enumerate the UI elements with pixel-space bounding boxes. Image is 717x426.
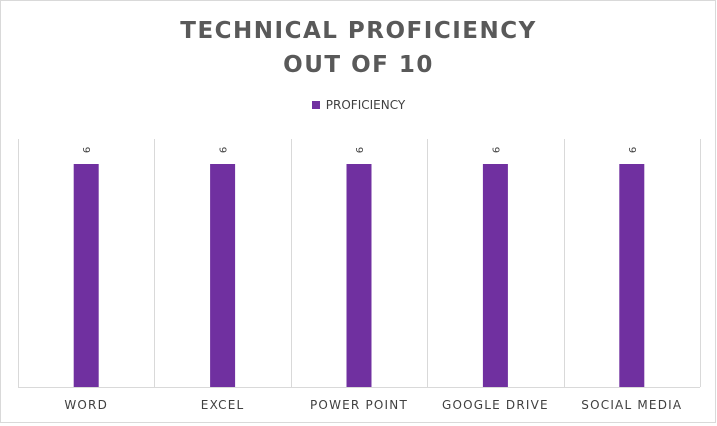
data-label: 9 [626,147,637,153]
data-label: 9 [489,147,500,153]
chart-title-line-1: TECHNICAL PROFICIENCY [180,18,537,44]
bar-power-point [346,164,372,387]
data-label: 9 [217,147,228,153]
x-tick-label: EXCEL [201,398,245,412]
legend: PROFICIENCY [0,98,717,112]
x-tick-label: GOOGLE DRIVE [442,398,549,412]
bar-word [73,164,99,387]
x-tick-label: POWER POINT [310,398,408,412]
bar-google-drive [482,164,508,387]
x-tick-label: SOCIAL MEDIA [581,398,682,412]
x-tick-label: WORD [64,398,108,412]
legend-swatch [311,101,320,109]
chart-title-line-2: OUT OF 10 [283,52,434,78]
data-label: 9 [80,147,91,153]
legend-label: PROFICIENCY [325,98,406,112]
bar-excel [210,164,236,387]
bar-social-media [619,164,645,387]
data-label: 9 [353,147,364,153]
